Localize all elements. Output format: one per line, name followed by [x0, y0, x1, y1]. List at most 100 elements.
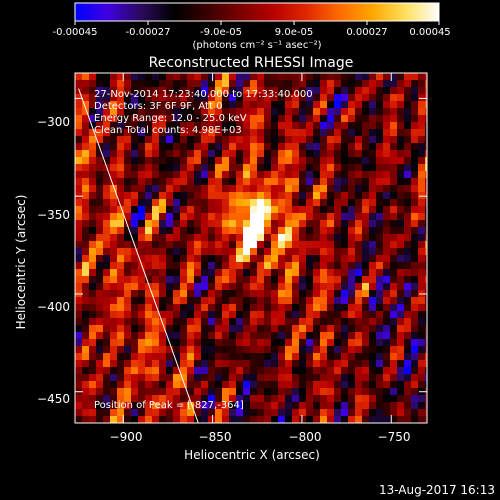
heatmap-cell	[138, 241, 146, 249]
heatmap-cell	[243, 143, 251, 151]
heatmap-cell	[194, 199, 202, 207]
heatmap-cell	[404, 304, 412, 312]
heatmap-cell	[334, 227, 342, 235]
heatmap-cell	[201, 185, 209, 193]
heatmap-cell	[131, 346, 139, 354]
heatmap-cell	[390, 171, 398, 179]
heatmap-cell	[229, 339, 237, 347]
heatmap-cell	[348, 409, 356, 417]
heatmap-cell	[159, 269, 167, 277]
heatmap-cell	[201, 227, 209, 235]
heatmap-cell	[397, 339, 405, 347]
heatmap-cell	[292, 374, 300, 382]
heatmap-cell	[124, 115, 132, 123]
heatmap-cell	[103, 416, 111, 423]
heatmap-cell	[145, 199, 153, 207]
heatmap-cell	[194, 178, 202, 186]
heatmap-cell	[327, 311, 335, 319]
heatmap-cell	[201, 143, 209, 151]
heatmap-cell	[138, 395, 146, 403]
heatmap-cell	[236, 255, 244, 263]
heatmap-cell	[285, 227, 293, 235]
heatmap-cell	[320, 255, 328, 263]
heatmap-cell	[299, 346, 307, 354]
heatmap-cell	[299, 136, 307, 144]
heatmap-cell	[313, 192, 321, 200]
heatmap-cell	[313, 220, 321, 228]
heatmap-cell	[89, 213, 97, 221]
heatmap-cell	[306, 262, 314, 270]
heatmap-cell	[278, 360, 286, 368]
heatmap-cell	[145, 143, 153, 151]
heatmap-cell	[320, 234, 328, 242]
heatmap-cell	[397, 87, 405, 95]
heatmap-cell	[243, 248, 251, 256]
heatmap-cell	[159, 178, 167, 186]
heatmap-cell	[96, 234, 104, 242]
heatmap-cell	[152, 325, 160, 333]
heatmap-cell	[425, 374, 427, 382]
heatmap-cell	[397, 213, 405, 221]
heatmap-cell	[292, 171, 300, 179]
heatmap-cell	[159, 192, 167, 200]
heatmap-cell	[236, 402, 244, 410]
heatmap-cell	[369, 199, 377, 207]
heatmap-cell	[89, 297, 97, 305]
heatmap-cell	[397, 304, 405, 312]
heatmap-cell	[264, 150, 272, 158]
heatmap-cell	[257, 213, 265, 221]
heatmap-cell	[285, 346, 293, 354]
heatmap-cell	[411, 388, 419, 396]
heatmap-cell	[117, 304, 125, 312]
heatmap-cell	[292, 416, 300, 423]
heatmap-cell	[243, 318, 251, 326]
heatmap-cell	[369, 108, 377, 116]
heatmap-cell	[180, 339, 188, 347]
heatmap-cell	[411, 80, 419, 88]
heatmap-cell	[313, 143, 321, 151]
heatmap-cell	[250, 80, 258, 88]
heatmap-cell	[173, 178, 181, 186]
heatmap-cell	[138, 199, 146, 207]
heatmap-cell	[362, 360, 370, 368]
heatmap-cell	[201, 409, 209, 417]
heatmap-cell	[75, 304, 83, 312]
heatmap-cell	[257, 353, 265, 361]
heatmap-cell	[208, 185, 216, 193]
heatmap-cell	[243, 339, 251, 347]
heatmap-cell	[362, 80, 370, 88]
heatmap-cell	[383, 374, 391, 382]
heatmap-cell	[82, 367, 90, 375]
heatmap-cell	[306, 360, 314, 368]
heatmap-cell	[89, 241, 97, 249]
heatmap-cell	[145, 262, 153, 270]
heatmap-cell	[341, 241, 349, 249]
heatmap-cell	[208, 241, 216, 249]
heatmap-cell	[194, 262, 202, 270]
heatmap-cell	[264, 269, 272, 277]
heatmap-cell	[159, 339, 167, 347]
heatmap-cell	[425, 332, 427, 340]
heatmap-cell	[362, 255, 370, 263]
heatmap-cell	[89, 416, 97, 423]
heatmap-cell	[145, 157, 153, 165]
heatmap-cell	[327, 192, 335, 200]
heatmap-cell	[362, 269, 370, 277]
heatmap-cell	[334, 332, 342, 340]
heatmap-cell	[82, 185, 90, 193]
heatmap-cell	[159, 346, 167, 354]
heatmap-cell	[152, 367, 160, 375]
heatmap-cell	[180, 87, 188, 95]
heatmap-cell	[75, 108, 83, 116]
heatmap-cell	[117, 94, 125, 102]
heatmap-cell	[271, 297, 279, 305]
heatmap-cell	[208, 171, 216, 179]
heatmap-cell	[152, 311, 160, 319]
heatmap-cell	[369, 283, 377, 291]
heatmap-cell	[390, 192, 398, 200]
heatmap-cell	[131, 213, 139, 221]
heatmap-cell	[278, 339, 286, 347]
heatmap-cell	[404, 276, 412, 284]
heatmap-cell	[320, 409, 328, 417]
heatmap-cell	[355, 178, 363, 186]
